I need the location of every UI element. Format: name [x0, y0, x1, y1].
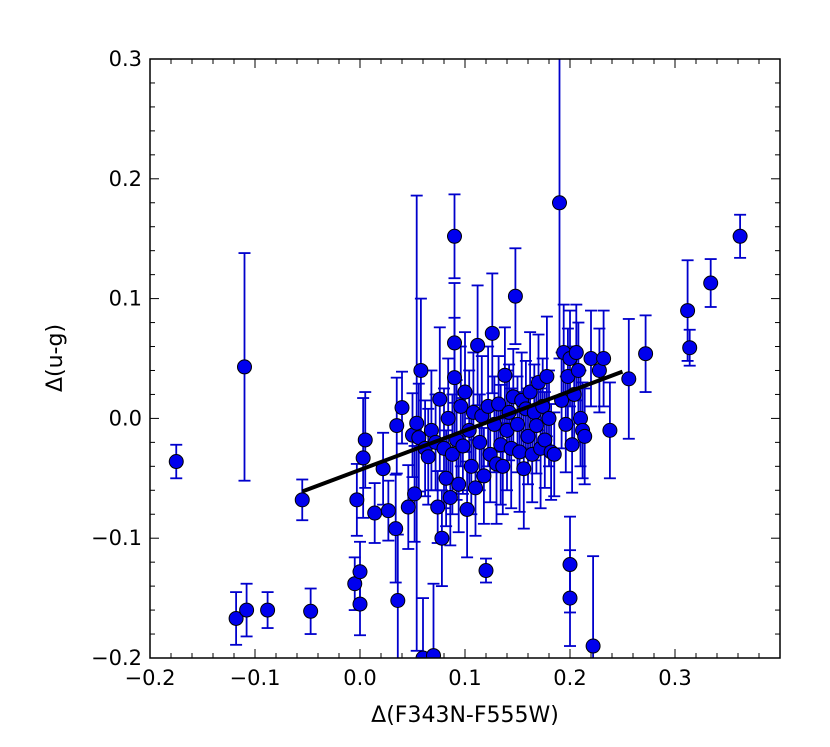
- data-point: [570, 362, 586, 378]
- data-point: [357, 432, 373, 448]
- data-point: [400, 499, 416, 515]
- y-tick-label: −0.2: [91, 646, 142, 670]
- data-point: [442, 489, 458, 505]
- y-tick-label: 0.0: [109, 406, 142, 430]
- data-point: [394, 400, 410, 416]
- data-point: [228, 610, 244, 626]
- x-tick-label: 0.0: [343, 666, 376, 690]
- data-point: [510, 416, 525, 432]
- data-point: [541, 410, 557, 426]
- data-point: [438, 470, 454, 486]
- data-point: [455, 438, 471, 454]
- x-axis-label: Δ(F343N-F555W): [371, 703, 559, 728]
- data-point: [638, 346, 654, 362]
- data-point: [444, 446, 460, 462]
- data-point: [447, 370, 462, 386]
- data-point: [470, 337, 486, 353]
- data-point: [539, 368, 555, 384]
- data-point: [564, 437, 580, 453]
- fit-line: [301, 369, 624, 494]
- data-point: [390, 592, 406, 608]
- data-point: [491, 396, 507, 412]
- data-point: [430, 499, 446, 515]
- data-point: [440, 410, 456, 426]
- data-point: [413, 362, 429, 378]
- data-point: [352, 596, 368, 612]
- data-point: [355, 450, 371, 466]
- data-point: [367, 505, 383, 521]
- data-point: [522, 384, 538, 400]
- data-point: [453, 398, 469, 414]
- data-point: [476, 468, 492, 484]
- data-point: [558, 416, 574, 432]
- tick-labels: −0.2 −0.1 0.0 0.1 0.2 0.3 −0.2 −0.1 0.0 0.1 0.2 0.3: [91, 47, 692, 690]
- plot-frame: [149, 58, 781, 659]
- data-point: [596, 351, 612, 366]
- data-point: [703, 275, 719, 291]
- data-point: [352, 564, 368, 580]
- y-tick-label: −0.1: [91, 526, 142, 550]
- data-point: [407, 486, 423, 502]
- data-point: [528, 418, 544, 434]
- data-point: [562, 590, 578, 606]
- data-point: [682, 340, 698, 356]
- data-point: [237, 359, 252, 375]
- data-point: [577, 428, 593, 444]
- data-point: [409, 415, 425, 431]
- data-point: [562, 557, 578, 573]
- data-point: [472, 434, 488, 450]
- error-bar: [417, 597, 429, 658]
- data-point: [468, 480, 483, 496]
- data-point: [537, 432, 553, 448]
- y-tick-label: 0.3: [109, 47, 142, 71]
- data-point: [294, 492, 310, 508]
- data-point: [495, 458, 511, 474]
- x-tick-label: −0.2: [125, 666, 176, 690]
- data-point: [426, 648, 441, 658]
- y-tick-label: 0.2: [109, 167, 142, 191]
- data-point: [732, 228, 748, 244]
- data-point: [420, 449, 436, 465]
- data-point: [602, 422, 618, 438]
- data-point: [260, 602, 276, 618]
- data-point: [447, 335, 462, 351]
- data-point: [463, 458, 479, 474]
- data-point: [389, 418, 405, 434]
- data-point: [512, 444, 528, 460]
- x-tick-label: 0.3: [658, 666, 691, 690]
- data-points: [168, 195, 748, 658]
- y-tick-label: 0.1: [109, 287, 142, 311]
- data-point: [303, 603, 319, 619]
- data-point: [457, 384, 473, 400]
- data-point: [568, 345, 584, 361]
- x-tick-label: −0.1: [230, 666, 281, 690]
- data-point: [434, 530, 450, 546]
- data-point: [546, 446, 562, 462]
- x-tick-label: 0.2: [553, 666, 586, 690]
- data-point: [349, 492, 365, 508]
- data-point: [459, 501, 475, 517]
- data-point: [380, 503, 396, 519]
- data-point: [478, 563, 494, 579]
- data-point: [447, 228, 462, 244]
- data-point: [507, 288, 523, 304]
- data-point: [516, 461, 532, 477]
- x-tick-label: 0.1: [448, 666, 481, 690]
- data-point: [621, 371, 637, 387]
- data-point: [168, 454, 184, 470]
- data-point: [583, 351, 599, 366]
- data-point: [585, 638, 601, 654]
- data-point: [520, 428, 536, 444]
- data-point: [680, 303, 696, 319]
- data-point: [451, 476, 467, 492]
- data-point: [432, 391, 448, 407]
- data-point: [497, 367, 513, 383]
- y-axis-label: Δ(u-g): [43, 324, 68, 392]
- data-point: [239, 602, 255, 618]
- data-point: [388, 521, 404, 537]
- data-point: [552, 195, 567, 211]
- data-point: [484, 325, 500, 341]
